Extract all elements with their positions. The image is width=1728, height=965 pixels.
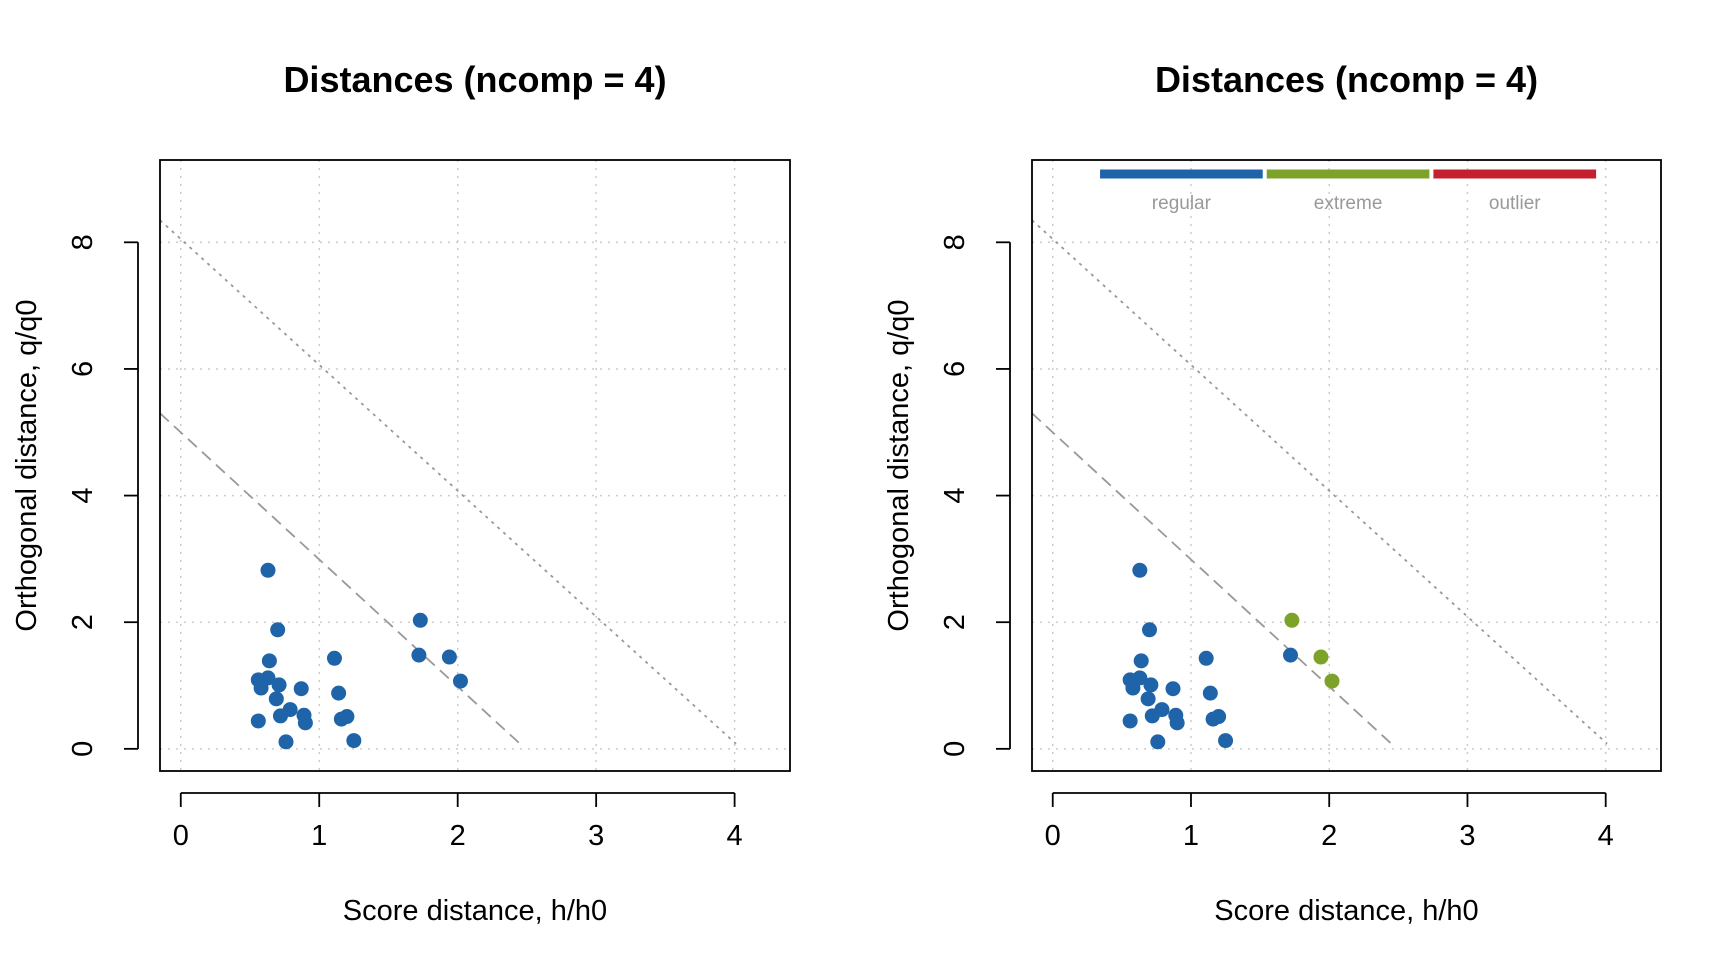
data-point xyxy=(452,673,468,689)
x-tick-label: 0 xyxy=(173,820,189,852)
data-point xyxy=(278,734,294,750)
data-point xyxy=(1169,715,1185,731)
data-point xyxy=(268,691,284,707)
data-point xyxy=(441,649,457,665)
x-tick-label: 0 xyxy=(1045,820,1061,852)
data-point xyxy=(1140,691,1156,707)
y-tick-label: 4 xyxy=(67,488,99,504)
chart-title: Distances (ncomp = 4) xyxy=(283,59,666,100)
data-point xyxy=(270,622,286,638)
x-axis-label: Score distance, h/h0 xyxy=(343,895,607,927)
outlier-limit-line xyxy=(1031,219,1608,745)
data-point xyxy=(260,562,276,578)
data-point xyxy=(293,681,309,697)
data-point xyxy=(1125,680,1141,696)
x-tick-label: 4 xyxy=(727,820,743,852)
data-point xyxy=(1133,653,1149,669)
plot-frame xyxy=(159,159,791,772)
data-point xyxy=(331,685,347,701)
data-point xyxy=(339,709,355,725)
chart-left: 0 1 2 3 4 0 2 4 6 8 Distances (ncomp = 4) Score dis… xyxy=(11,59,791,927)
x-axis-label: Score distance, h/h0 xyxy=(1214,895,1478,927)
data-point xyxy=(1150,734,1166,750)
data-point xyxy=(261,653,277,669)
y-tick-label: 0 xyxy=(939,741,971,757)
x-tick-label: 4 xyxy=(1598,820,1614,852)
x-tick-label: 1 xyxy=(1183,820,1199,852)
chart-title: Distances (ncomp = 4) xyxy=(1155,59,1538,100)
x-tick-label: 3 xyxy=(1459,820,1475,852)
data-point xyxy=(1284,612,1300,628)
data-point xyxy=(1144,708,1160,724)
data-point xyxy=(1198,650,1214,666)
y-tick-label: 8 xyxy=(939,234,971,250)
outlier-limit-line xyxy=(159,219,737,745)
y-tick-label: 4 xyxy=(939,488,971,504)
y-tick-label: 2 xyxy=(939,614,971,630)
y-tick-label: 2 xyxy=(67,614,99,630)
x-tick-label: 2 xyxy=(1321,820,1337,852)
data-point xyxy=(1142,622,1158,638)
x-tick-label: 1 xyxy=(311,820,327,852)
x-tick-label: 2 xyxy=(450,820,466,852)
data-point xyxy=(1143,677,1159,693)
data-point xyxy=(411,647,427,663)
plot-frame xyxy=(1031,159,1662,772)
data-point xyxy=(1324,673,1340,689)
data-point xyxy=(250,713,266,729)
data-point xyxy=(346,733,362,749)
data-point xyxy=(272,708,288,724)
data-point xyxy=(1211,709,1227,725)
y-tick-label: 8 xyxy=(67,234,99,250)
chart-right: regular extreme outlier 0 1 2 3 4 0 2 4 6 8 Distances… xyxy=(883,59,1662,927)
y-axis-label: Orthogonal distance, q/q0 xyxy=(883,299,915,631)
y-tick-label: 0 xyxy=(67,741,99,757)
data-point xyxy=(1132,562,1148,578)
data-point xyxy=(1313,649,1329,665)
y-tick-label: 6 xyxy=(939,361,971,377)
data-point xyxy=(271,677,287,693)
data-point xyxy=(326,650,342,666)
data-point xyxy=(412,612,428,628)
extreme-limit-line xyxy=(1031,412,1393,745)
legend-label-outlier: outlier xyxy=(1489,193,1541,214)
data-point xyxy=(1165,681,1181,697)
data-point xyxy=(1218,733,1234,749)
data-point xyxy=(297,715,313,731)
extreme-limit-line xyxy=(159,412,521,745)
legend-label-extreme: extreme xyxy=(1314,193,1383,214)
legend-label-regular: regular xyxy=(1152,193,1212,214)
data-point xyxy=(253,680,269,696)
x-tick-label: 3 xyxy=(588,820,604,852)
data-point xyxy=(1122,713,1138,729)
data-point xyxy=(1283,647,1299,663)
data-point xyxy=(1202,685,1218,701)
y-axis-label: Orthogonal distance, q/q0 xyxy=(11,299,43,631)
y-tick-label: 6 xyxy=(67,361,99,377)
